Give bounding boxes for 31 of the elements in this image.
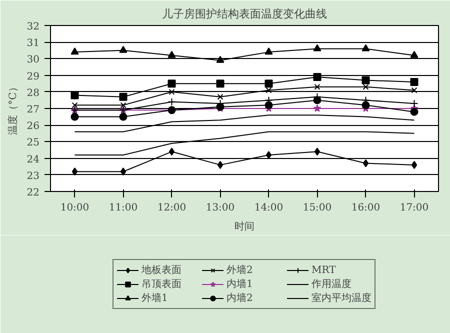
x-axis-title: 时间 [234, 220, 254, 232]
legend-label: 室内平均温度 [312, 292, 372, 305]
y-tick-label: 27 [26, 104, 40, 116]
legend-label: 外墙1 [142, 292, 169, 305]
y-tick-label: 29 [26, 71, 40, 82]
legend-label: MRT [312, 264, 337, 276]
x-tick-label: 17:00 [400, 202, 429, 214]
y-tick-label: 30 [26, 54, 40, 66]
y-tick-label: 32 [26, 22, 40, 32]
y-tick-label: 28 [26, 88, 40, 99]
legend-label: 作用温度 [312, 278, 352, 291]
chart-title: 儿子房围护结构表面温度变化曲线 [162, 8, 327, 20]
y-tick-label: 26 [26, 121, 40, 132]
x-tick-label: 15:00 [302, 202, 332, 214]
x-tick-label: 10:00 [60, 202, 90, 214]
legend-label: 外墙2 [226, 264, 254, 277]
x-tick-label: 16:00 [351, 202, 380, 214]
y-tick-label: 31 [26, 38, 40, 50]
y-tick-label: 24 [26, 154, 40, 166]
y-axis-title: 温度（°C） [6, 82, 19, 135]
y-tick-label: 23 [26, 170, 40, 182]
legend-label: 内墙2 [226, 292, 254, 305]
y-tick-label: 25 [26, 138, 40, 149]
x-tick-label: 13:00 [206, 202, 235, 214]
legend-label: 地板表面 [142, 264, 182, 277]
legend-label: 内墙1 [226, 278, 254, 291]
legend-label: 吊顶表面 [142, 278, 182, 291]
x-tick-label: 11:00 [108, 202, 138, 214]
x-tick-label: 12:00 [157, 202, 186, 214]
x-tick-label: 14:00 [254, 202, 284, 214]
y-tick-label: 22 [26, 188, 40, 198]
